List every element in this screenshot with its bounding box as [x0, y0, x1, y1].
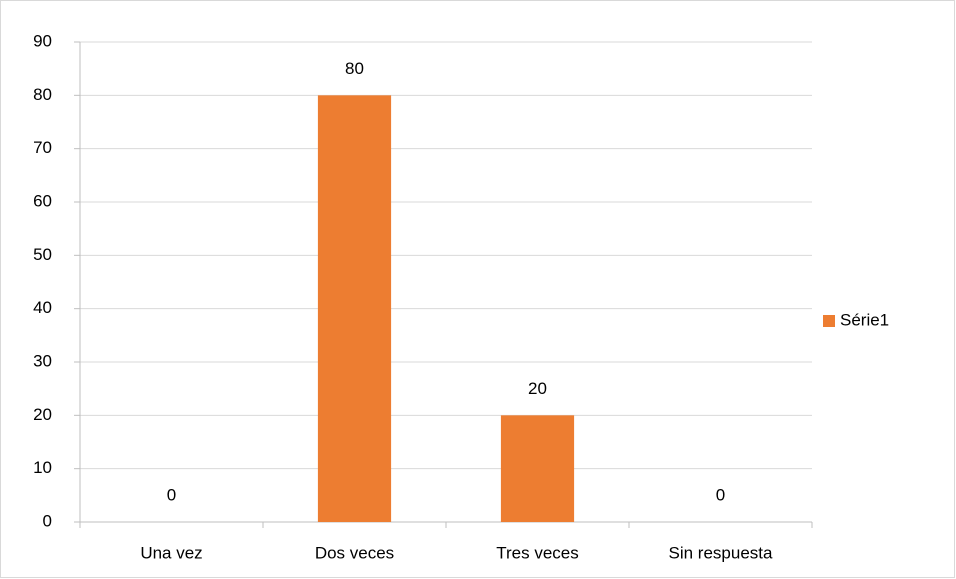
bar — [317, 95, 392, 522]
legend-label: Série1 — [840, 310, 889, 329]
x-tick-label: Sin respuesta — [669, 543, 773, 562]
y-tick-label: 10 — [33, 458, 52, 477]
y-tick-label: 0 — [43, 511, 52, 530]
y-tick-label: 30 — [33, 351, 52, 370]
data-label: 0 — [167, 485, 176, 504]
x-tick-label: Tres veces — [496, 543, 579, 562]
y-tick-label: 20 — [33, 405, 52, 424]
y-tick-label: 90 — [33, 31, 52, 50]
legend-swatch — [823, 315, 835, 327]
y-tick-label: 70 — [33, 138, 52, 157]
x-tick-label: Dos veces — [315, 543, 394, 562]
x-tick-label: Una vez — [140, 543, 202, 562]
y-tick-label: 40 — [33, 298, 52, 317]
data-label: 80 — [345, 59, 364, 78]
data-label: 0 — [716, 485, 725, 504]
y-tick-label: 50 — [33, 245, 52, 264]
y-tick-label: 80 — [33, 85, 52, 104]
y-tick-label: 60 — [33, 191, 52, 210]
bar — [500, 415, 575, 522]
data-label: 20 — [528, 379, 547, 398]
